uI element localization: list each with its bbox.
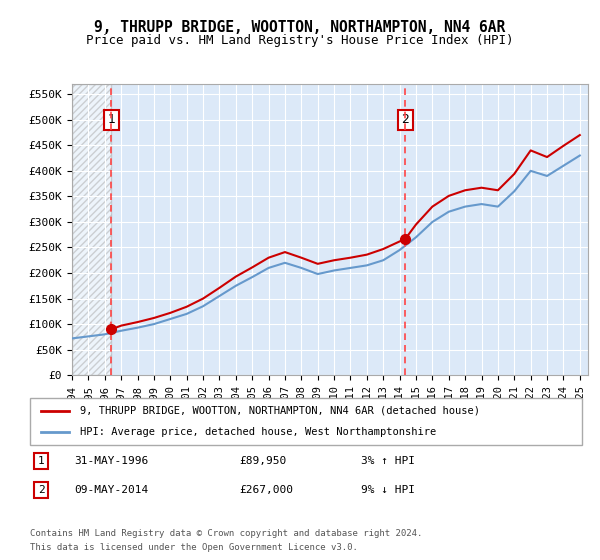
Text: 1: 1 [107,113,115,126]
Text: 9% ↓ HPI: 9% ↓ HPI [361,485,415,495]
Text: HPI: Average price, detached house, West Northamptonshire: HPI: Average price, detached house, West… [80,427,436,437]
Text: 3% ↑ HPI: 3% ↑ HPI [361,456,415,466]
Text: 2: 2 [38,485,44,495]
Text: 9, THRUPP BRIDGE, WOOTTON, NORTHAMPTON, NN4 6AR (detached house): 9, THRUPP BRIDGE, WOOTTON, NORTHAMPTON, … [80,406,479,416]
Text: £89,950: £89,950 [240,456,287,466]
Text: 9, THRUPP BRIDGE, WOOTTON, NORTHAMPTON, NN4 6AR: 9, THRUPP BRIDGE, WOOTTON, NORTHAMPTON, … [94,20,506,35]
FancyBboxPatch shape [30,398,582,445]
Text: £267,000: £267,000 [240,485,294,495]
Bar [72,84,112,375]
Text: Contains HM Land Registry data © Crown copyright and database right 2024.: Contains HM Land Registry data © Crown c… [30,529,422,538]
Text: 09-MAY-2014: 09-MAY-2014 [74,485,148,495]
Text: Price paid vs. HM Land Registry's House Price Index (HPI): Price paid vs. HM Land Registry's House … [86,34,514,46]
Text: 2: 2 [401,113,409,126]
Text: This data is licensed under the Open Government Licence v3.0.: This data is licensed under the Open Gov… [30,543,358,552]
Text: 31-MAY-1996: 31-MAY-1996 [74,456,148,466]
Text: 1: 1 [38,456,44,466]
